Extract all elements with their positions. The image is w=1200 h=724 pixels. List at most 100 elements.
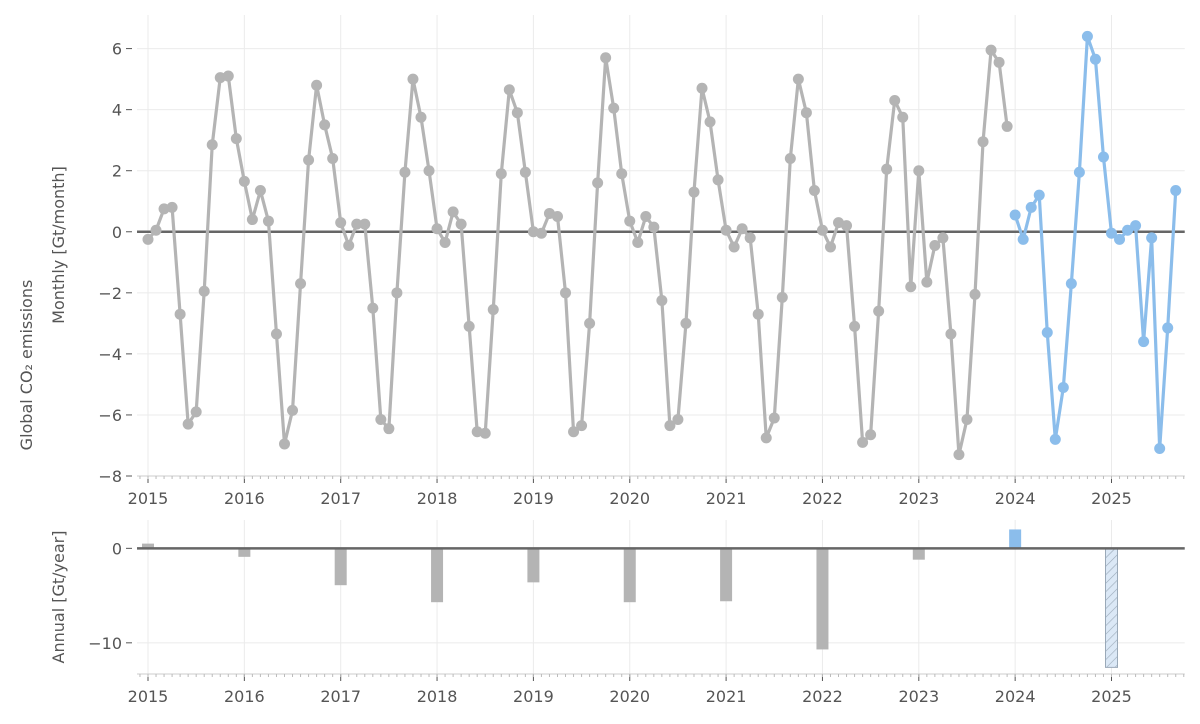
historical-data-point [808, 185, 820, 197]
annual-ylabel: Annual [Gt/year] [49, 531, 68, 664]
annual-bar [1009, 529, 1022, 549]
recent-data-point [1130, 220, 1142, 232]
x-tick-label: 2015 [128, 489, 169, 508]
historical-data-point [977, 136, 989, 148]
historical-data-point [873, 305, 885, 317]
historical-data-point [816, 224, 828, 236]
historical-data-point [592, 177, 604, 189]
historical-data-point [696, 82, 708, 94]
historical-data-point [230, 133, 242, 145]
historical-data-point [728, 241, 740, 253]
recent-data-point [1025, 201, 1037, 213]
historical-data-point [487, 304, 499, 316]
historical-data-point [343, 240, 355, 251]
recent-data-point [1106, 227, 1117, 239]
x-tick-label: 2024 [995, 489, 1036, 508]
recent-data-point [1041, 327, 1053, 339]
historical-data-point [383, 423, 395, 435]
historical-data-point [495, 168, 507, 180]
annual-bar [1105, 547, 1118, 668]
recent-data-point [1097, 151, 1109, 163]
x-tick-label: 2016 [224, 687, 265, 706]
historical-data-point [142, 233, 154, 245]
recent-data-point [1073, 166, 1085, 178]
historical-data-point [262, 215, 274, 227]
historical-data-point [648, 221, 660, 233]
historical-data-point [182, 418, 194, 430]
historical-data-point [455, 218, 467, 230]
historical-data-point [616, 168, 628, 180]
historical-data-point [399, 166, 411, 178]
recent-data-point [1081, 30, 1093, 42]
x-tick-label: 2018 [417, 489, 458, 508]
recent-data-point [1049, 433, 1061, 445]
historical-data-point [407, 73, 419, 85]
historical-data-point [760, 432, 772, 444]
historical-data-point [921, 276, 933, 288]
y-tick-label: 4 [112, 101, 122, 120]
y-tick-label: −6 [98, 406, 122, 425]
historical-data-point [881, 163, 893, 175]
historical-data-point [503, 84, 515, 96]
monthly-ylabel-line1: Global CO₂ emissions [17, 280, 36, 451]
historical-data-point [519, 166, 531, 178]
historical-data-point [206, 139, 218, 151]
annual-bar [623, 548, 636, 603]
x-tick-label: 2015 [128, 687, 169, 706]
annual-bar [238, 548, 251, 557]
x-tick-label: 2019 [513, 687, 554, 706]
historical-data-point [254, 185, 266, 197]
historical-data-point [961, 414, 973, 426]
historical-data-point [929, 240, 941, 251]
historical-data-point [166, 201, 178, 213]
historical-data-point [945, 328, 957, 340]
y-tick-label: −4 [98, 345, 122, 364]
recent-data-point [1009, 209, 1021, 221]
recent-data-point [1017, 233, 1029, 245]
historical-data-point [736, 223, 748, 235]
historical-data-point [953, 449, 965, 461]
recent-data-point [1122, 224, 1134, 236]
historical-series-line [146, 48, 1009, 457]
y-tick-label: 0 [112, 223, 122, 242]
historical-data-point [969, 288, 981, 300]
historical-data-point [198, 285, 210, 297]
historical-data-point [335, 217, 347, 229]
x-tick-label: 2020 [609, 687, 650, 706]
historical-data-point [447, 206, 459, 218]
historical-data-point [985, 44, 997, 56]
historical-data-point [439, 236, 451, 248]
recent-data-point [1146, 232, 1158, 244]
recent-data-point [1114, 233, 1126, 245]
historical-data-point [463, 320, 475, 332]
historical-data-point [857, 436, 869, 448]
historical-data-point [431, 223, 443, 235]
historical-data-point [897, 111, 909, 123]
x-tick-label: 2025 [1091, 489, 1132, 508]
recent-data-point [1138, 336, 1150, 348]
recent-data-point [1057, 381, 1069, 393]
historical-data-point [278, 438, 290, 450]
x-tick-label: 2022 [802, 687, 843, 706]
historical-data-point [792, 73, 804, 85]
historical-data-point [712, 174, 724, 186]
x-tick-label: 2023 [898, 489, 939, 508]
x-tick-label: 2023 [898, 687, 939, 706]
historical-data-point [351, 218, 363, 230]
y-tick-label: −10 [88, 634, 122, 653]
x-tick-label: 2021 [706, 687, 747, 706]
y-tick-label: 6 [112, 40, 122, 59]
recent-data-point [1154, 443, 1166, 455]
historical-data-point [824, 241, 836, 253]
annual-bar [720, 548, 733, 602]
historical-data-point [624, 215, 636, 227]
x-tick-label: 2016 [224, 489, 265, 508]
historical-data-point [849, 320, 861, 332]
historical-data-point [535, 227, 547, 239]
tick-labels: 2015 2016 2017 2018 2019 2020 2021 2022 2023 2024… [88, 40, 1185, 706]
y-tick-label: −2 [98, 284, 122, 303]
annual-bar [816, 548, 829, 650]
historical-data-point [720, 224, 732, 236]
x-tick-label: 2019 [513, 489, 554, 508]
historical-data-point [375, 414, 387, 426]
